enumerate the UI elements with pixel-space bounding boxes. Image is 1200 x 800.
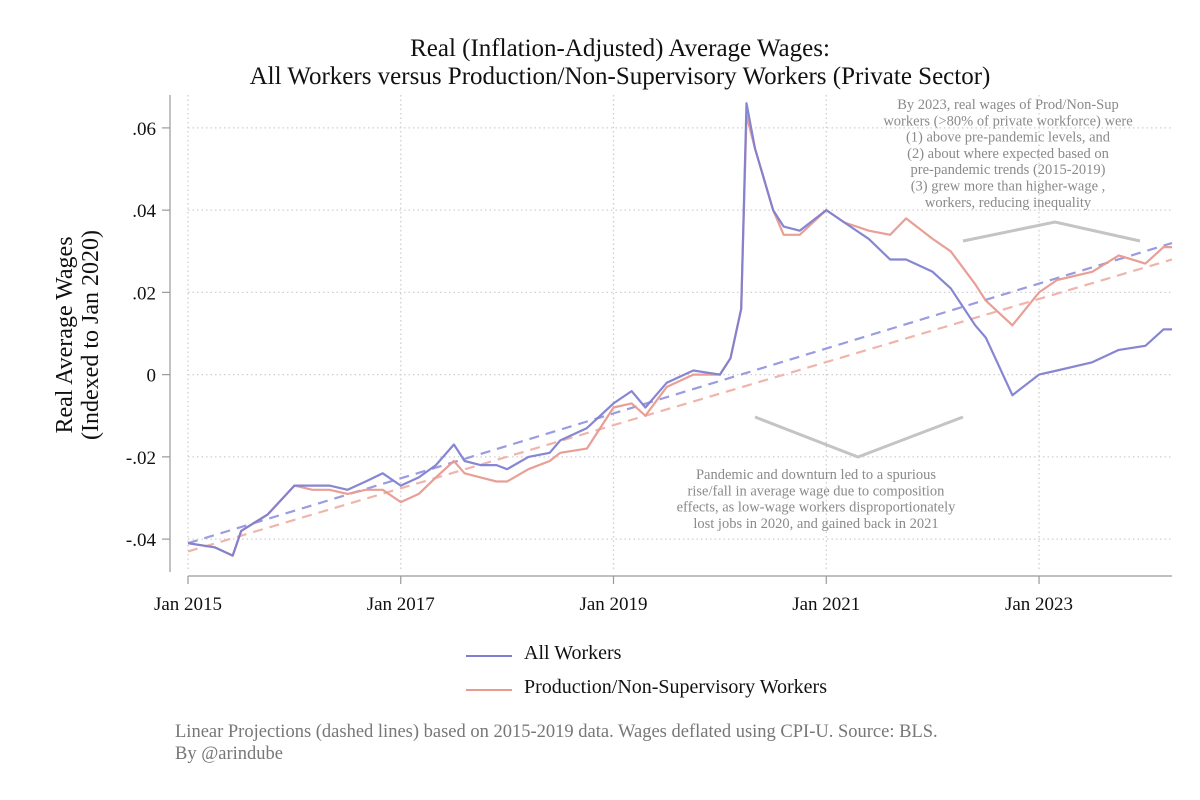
y-tick-label: 0: [147, 366, 157, 387]
x-tick-label: Jan 2015: [154, 594, 222, 615]
bottom-annotation-line: effects, as low-wage workers disproporti…: [677, 500, 957, 516]
projection-line-production-workers: [187, 258, 1173, 553]
x-tick-label: Jan 2019: [579, 594, 647, 615]
top-annotation-line: (3) grew more than higher-wage ,: [911, 179, 1106, 195]
y-axis-title-line2: (Indexed to Jan 2020): [78, 230, 104, 440]
legend: All Workers Production/Non-Supervisory W…: [462, 640, 962, 708]
bottom-annotation-line: Pandemic and downturn led to a spurious: [696, 467, 936, 483]
legend-swatch-production-workers: [466, 689, 512, 691]
series-lines: [187, 102, 1172, 557]
top-annotation-line: workers (>80% of private workforce) were: [883, 113, 1132, 129]
top-annotation-line: By 2023, real wages of Prod/Non-Sup: [897, 97, 1119, 113]
chart-title: Real (Inflation-Adjusted) Average Wages:: [410, 35, 830, 62]
legend-item-production-workers: Production/Non-Supervisory Workers: [462, 674, 962, 708]
y-axis-title: Real Average Wages (Indexed to Jan 2020): [52, 230, 104, 440]
top-annotation-line: workers, reducing inequality: [925, 195, 1092, 211]
y-tick-label: -.02: [126, 448, 156, 469]
legend-swatch-all-workers: [466, 655, 512, 657]
legend-label-all-workers: All Workers: [524, 642, 622, 664]
y-tick-label: .02: [132, 283, 156, 304]
bottom-annotation-line: lost jobs in 2020, and gained back in 20…: [693, 516, 938, 532]
legend-item-all-workers: All Workers: [462, 640, 962, 674]
source-note: Linear Projections (dashed lines) based …: [175, 722, 938, 742]
series-line-all-workers: [187, 102, 1172, 557]
byline-note: By @arindube: [175, 744, 283, 764]
x-tick-label: Jan 2021: [792, 594, 860, 615]
top-annotation-line: (2) about where expected based on: [907, 146, 1109, 162]
grid: [187, 95, 1172, 572]
legend-label-production-workers: Production/Non-Supervisory Workers: [524, 676, 827, 698]
annotations: By 2023, real wages of Prod/Non-Supworke…: [677, 97, 1141, 532]
series-line-production-workers: [187, 114, 1172, 557]
y-tick-label: -.04: [126, 530, 157, 551]
top-annotation-line: (1) above pre-pandemic levels, and: [906, 130, 1111, 146]
axis-labels: Real Average Wages (Indexed to Jan 2020): [52, 230, 104, 440]
x-tick-label: Jan 2023: [1005, 594, 1073, 615]
chart-subtitle: All Workers versus Production/Non-Superv…: [249, 63, 991, 90]
top-annotation-line: pre-pandemic trends (2015-2019): [911, 162, 1106, 178]
y-tick-label: .06: [132, 119, 156, 140]
bottom-annotation-bracket: [754, 415, 964, 459]
top-annotation-bracket: [962, 220, 1141, 243]
y-axis-title-line1: Real Average Wages: [52, 236, 78, 433]
axes: .06 .04 .02 0 -.02 -.04 Jan 2015 Jan 2017 Jan 20…: [126, 95, 1172, 615]
projection-line-all-workers: [187, 241, 1173, 545]
bottom-annotation-line: rise/fall in average wage due to composi…: [688, 483, 946, 499]
x-tick-label: Jan 2017: [367, 594, 435, 615]
y-tick-label: .04: [132, 201, 156, 222]
